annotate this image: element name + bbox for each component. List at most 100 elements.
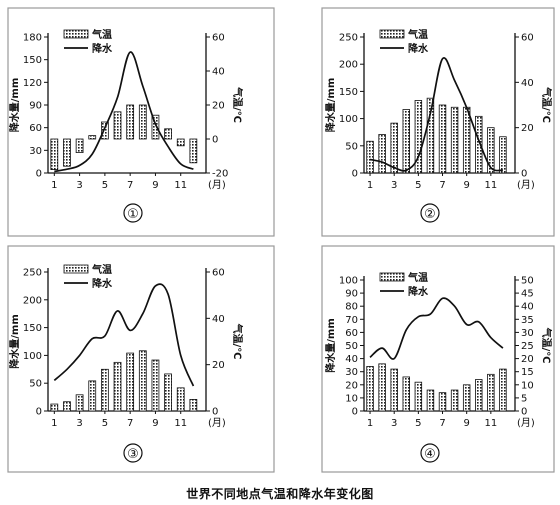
x-tick-label: 3 — [76, 418, 82, 429]
x-tick-label: 1 — [51, 180, 57, 191]
panel-number: ② — [424, 207, 436, 222]
temperature-bar — [499, 136, 507, 174]
left-tick-label: 10 — [345, 393, 358, 404]
right-tick-label: 25 — [521, 341, 534, 352]
temperature-bar — [450, 106, 459, 174]
right-tick-label: -20 — [212, 169, 228, 180]
right-tick-label: 20 — [212, 101, 225, 112]
x-tick-label: 7 — [127, 418, 133, 429]
x-tick-label: 1 — [367, 418, 373, 429]
left-tick-label: 40 — [345, 354, 358, 365]
x-tick-label: (月) — [208, 179, 226, 191]
panel-number-circle — [123, 443, 143, 463]
right-tick-label: 0 — [212, 135, 218, 146]
legend-temp-label: 气温 — [407, 271, 428, 284]
chart-panel-4: 0102030405060708090100051015202530354045… — [321, 245, 555, 473]
temperature-bar — [88, 135, 97, 140]
temperature-bar — [138, 350, 147, 412]
figure-caption: 世界不同地点气温和降水年变化图 — [186, 487, 374, 501]
right-tick-label: 60 — [521, 33, 534, 44]
left-tick-label: 50 — [29, 379, 42, 390]
precipitation-line — [369, 56, 504, 172]
left-tick-label: 100 — [339, 114, 358, 125]
x-tick-label: 9 — [463, 180, 469, 191]
temperature-bar — [75, 138, 84, 153]
temperature-bar — [378, 134, 386, 174]
temperature-bar — [50, 138, 59, 171]
x-tick-label: 9 — [463, 418, 469, 429]
temperature-bar — [462, 384, 471, 412]
x-tick-label: 9 — [152, 418, 158, 429]
x-tick-label: 11 — [174, 418, 187, 429]
x-tick-label: 5 — [415, 180, 421, 191]
right-tick-label: 60 — [212, 33, 225, 44]
right-tick-label: 60 — [212, 268, 225, 279]
left-tick-label: 200 — [23, 295, 42, 306]
left-tick-label: 200 — [339, 60, 358, 71]
legend-temp-swatch — [63, 264, 89, 274]
left-tick-label: 30 — [29, 146, 42, 157]
x-tick-label: 1 — [51, 418, 57, 429]
temperature-bar — [487, 127, 495, 174]
legend-temp-label: 气温 — [91, 263, 112, 276]
left-tick-label: 0 — [36, 169, 42, 180]
left-axis-title: 降水量/mm — [324, 78, 337, 133]
left-tick-label: 20 — [345, 380, 358, 391]
left-tick-label: 150 — [23, 55, 42, 66]
left-tick-label: 150 — [339, 87, 358, 98]
temperature-bar — [475, 379, 483, 412]
temperature-bar — [414, 381, 423, 412]
temperature-bar — [366, 140, 374, 174]
left-tick-label: 90 — [345, 289, 358, 300]
legend-temp-swatch — [379, 272, 405, 282]
temperature-bar — [189, 138, 198, 164]
right-axis-title: 气温/℃ — [231, 323, 244, 360]
right-tick-label: 40 — [212, 67, 225, 78]
x-tick-label: 7 — [439, 180, 445, 191]
right-tick-label: 20 — [521, 354, 534, 365]
precipitation-line — [54, 51, 194, 173]
temperature-bar — [101, 368, 109, 412]
left-tick-label: 0 — [36, 407, 42, 418]
legend-temp-swatch — [379, 29, 405, 39]
x-tick-label: 11 — [484, 418, 497, 429]
x-tick-label: 5 — [102, 418, 108, 429]
panel-number: ④ — [424, 447, 436, 462]
left-tick-label: 50 — [345, 341, 358, 352]
x-tick-label: 5 — [102, 180, 108, 191]
panel-number-circle — [123, 203, 143, 223]
temperature-bar — [138, 104, 147, 140]
legend-temp-label: 气温 — [407, 28, 428, 41]
right-axis-title: 气温/℃ — [540, 327, 553, 364]
temperature-bar — [426, 97, 435, 174]
left-axis-title: 降水量/mm — [8, 78, 21, 133]
left-tick-label: 250 — [339, 33, 358, 44]
temperature-bar — [88, 380, 97, 412]
temperature-bar — [164, 373, 172, 412]
temperature-bar — [164, 128, 172, 140]
panel-number-circle — [420, 443, 440, 463]
temperature-bar — [126, 104, 135, 140]
right-tick-label: 0 — [521, 169, 527, 180]
left-tick-label: 90 — [29, 101, 42, 112]
right-tick-label: 40 — [521, 78, 534, 89]
left-tick-label: 30 — [345, 367, 358, 378]
temperature-bar — [50, 403, 59, 412]
temperature-bar — [176, 138, 185, 147]
right-tick-label: 40 — [212, 314, 225, 325]
right-tick-label: 0 — [212, 407, 218, 418]
temperature-bar — [366, 366, 374, 412]
left-tick-label: 0 — [352, 169, 358, 180]
temperature-bar — [487, 373, 495, 412]
legend-precip-label: 降水 — [408, 285, 429, 298]
right-axis-title: 气温/℃ — [231, 86, 244, 123]
temperature-bar — [475, 115, 483, 174]
x-tick-label: 9 — [152, 180, 158, 191]
temperature-bar — [378, 363, 386, 412]
right-tick-label: 45 — [521, 289, 534, 300]
chart-panel-3: 0 50 100 150 200 250 0 20 40 60 降水量/mm 气温/℃ 1 3 5 7 9 11 (… — [7, 245, 275, 473]
precipitation-line — [53, 283, 195, 387]
right-tick-label: 5 — [521, 393, 527, 404]
temperature-bar — [126, 352, 135, 412]
